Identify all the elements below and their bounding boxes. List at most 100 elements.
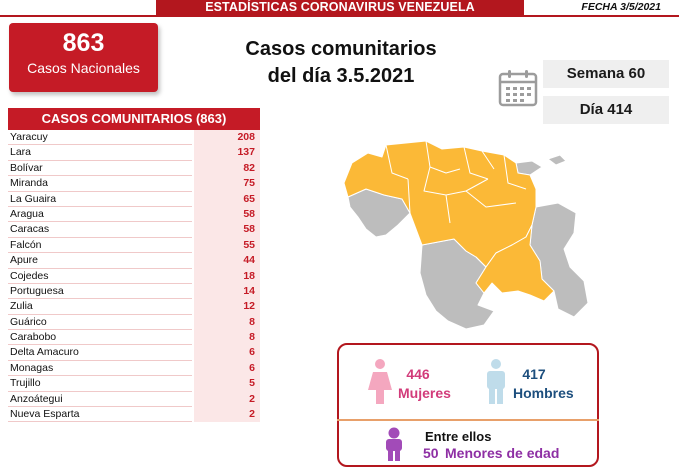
national-cases-count: 863 [62, 29, 105, 57]
state-cases: 2 [194, 407, 260, 423]
table-row: Falcón 55 [8, 237, 260, 254]
state-name: Cojedes [10, 269, 49, 282]
state-name: Delta Amacuro [10, 346, 79, 359]
headline: Casos comunitarios del día 3.5.2021 [222, 36, 460, 90]
state-name: Aragua [10, 207, 44, 220]
state-cases: 58 [194, 222, 260, 238]
calendar-icon [498, 70, 538, 107]
state-cases: 137 [194, 145, 260, 161]
female-icon [368, 359, 392, 404]
state-name: Lara [10, 146, 32, 159]
headline-line-2: del día 3.5.2021 [267, 65, 415, 87]
state-name: Monagas [10, 361, 54, 374]
report-date: FECHA 3/5/2021 [581, 1, 661, 13]
table-row: Trujillo 5 [8, 376, 260, 392]
table-row: Guárico 8 [8, 314, 260, 331]
men-count: 417 [522, 366, 546, 382]
row-separator [8, 190, 192, 192]
table-row: Yaracuy 208 [8, 130, 260, 146]
men-label: Hombres [513, 385, 574, 401]
state-name: Guárico [10, 315, 47, 328]
state-cases: 5 [194, 376, 260, 392]
demographics-panel: 446 Mujeres 417 Hombres Entre ellos 50 M… [337, 343, 599, 467]
community-cases-table: CASOS COMUNITARIOS (863) Yaracuy 208 Lara 1… [8, 108, 260, 423]
state-name: Nueva Esparta [10, 408, 80, 421]
state-name: Anzoátegui [10, 392, 63, 405]
row-separator [8, 344, 192, 346]
table-row: Nueva Esparta 2 [8, 407, 260, 423]
title-band [156, 0, 524, 17]
state-cases: 44 [194, 253, 260, 269]
table-row: Caracas 58 [8, 222, 260, 238]
state-name: Bolívar [10, 161, 43, 174]
row-separator [8, 375, 192, 377]
row-separator [8, 313, 192, 315]
state-cases: 8 [194, 314, 260, 331]
week-badge: Semana 60 [543, 60, 669, 88]
state-cases: 55 [194, 237, 260, 254]
state-cases: 6 [194, 360, 260, 377]
table-row: Carabobo 8 [8, 330, 260, 346]
map-region-affected-bolivar [475, 224, 555, 302]
row-separator [8, 144, 192, 146]
map-island-margarita [547, 154, 567, 166]
state-name: La Guaira [10, 192, 57, 205]
divider [337, 419, 599, 421]
table-row: Bolívar 82 [8, 160, 260, 177]
state-name: Zulia [10, 300, 33, 313]
table-row: Monagas 6 [8, 360, 260, 377]
minors-label: Menores de edad [445, 445, 560, 461]
row-separator [8, 298, 192, 300]
state-cases: 2 [194, 391, 260, 408]
state-cases: 6 [194, 345, 260, 361]
table-row: Zulia 12 [8, 299, 260, 315]
table-row: Cojedes 18 [8, 268, 260, 284]
headline-line-1: Casos comunitarios [245, 38, 437, 60]
state-cases: 82 [194, 160, 260, 177]
table-title: CASOS COMUNITARIOS (863) [8, 108, 260, 130]
state-name: Falcón [10, 238, 42, 251]
state-cases: 18 [194, 268, 260, 284]
state-cases: 75 [194, 176, 260, 192]
table-body: Yaracuy 208 Lara 137 Bolívar 82 Miranda 75 La Gu… [8, 130, 260, 423]
minors-count: 50 [423, 445, 439, 461]
row-separator [8, 282, 192, 284]
women-count: 446 [406, 366, 430, 382]
state-name: Trujillo [10, 377, 41, 390]
row-separator [8, 175, 192, 177]
row-separator [8, 421, 192, 423]
state-cases: 58 [194, 206, 260, 223]
state-name: Apure [10, 254, 39, 267]
row-separator [8, 221, 192, 223]
table-row: Aragua 58 [8, 206, 260, 223]
state-cases: 14 [194, 283, 260, 300]
table-row: La Guaira 65 [8, 191, 260, 207]
row-separator [8, 205, 192, 207]
row-separator [8, 267, 192, 269]
table-row: Anzoátegui 2 [8, 391, 260, 408]
row-separator [8, 236, 192, 238]
state-cases: 8 [194, 330, 260, 346]
state-name: Caracas [10, 223, 50, 236]
table-row: Apure 44 [8, 253, 260, 269]
male-icon [487, 359, 505, 404]
venezuela-map [343, 140, 589, 330]
state-name: Yaracuy [10, 131, 48, 143]
state-name: Miranda [10, 177, 48, 190]
row-separator [8, 159, 192, 161]
row-separator [8, 359, 192, 361]
national-cases-card: 863 Casos Nacionales [9, 23, 158, 92]
state-name: Portuguesa [10, 284, 64, 297]
state-cases: 65 [194, 191, 260, 207]
table-row: Delta Amacuro 6 [8, 345, 260, 361]
national-cases-label: Casos Nacionales [27, 60, 140, 76]
row-separator [8, 406, 192, 408]
state-cases: 208 [194, 130, 260, 146]
table-row: Miranda 75 [8, 176, 260, 192]
state-cases: 12 [194, 299, 260, 315]
row-separator [8, 390, 192, 392]
page-title: ESTADÍSTICAS CORONAVIRUS VENEZUELA [205, 0, 475, 14]
row-separator [8, 329, 192, 331]
table-row: Portuguesa 14 [8, 283, 260, 300]
row-separator [8, 252, 192, 254]
